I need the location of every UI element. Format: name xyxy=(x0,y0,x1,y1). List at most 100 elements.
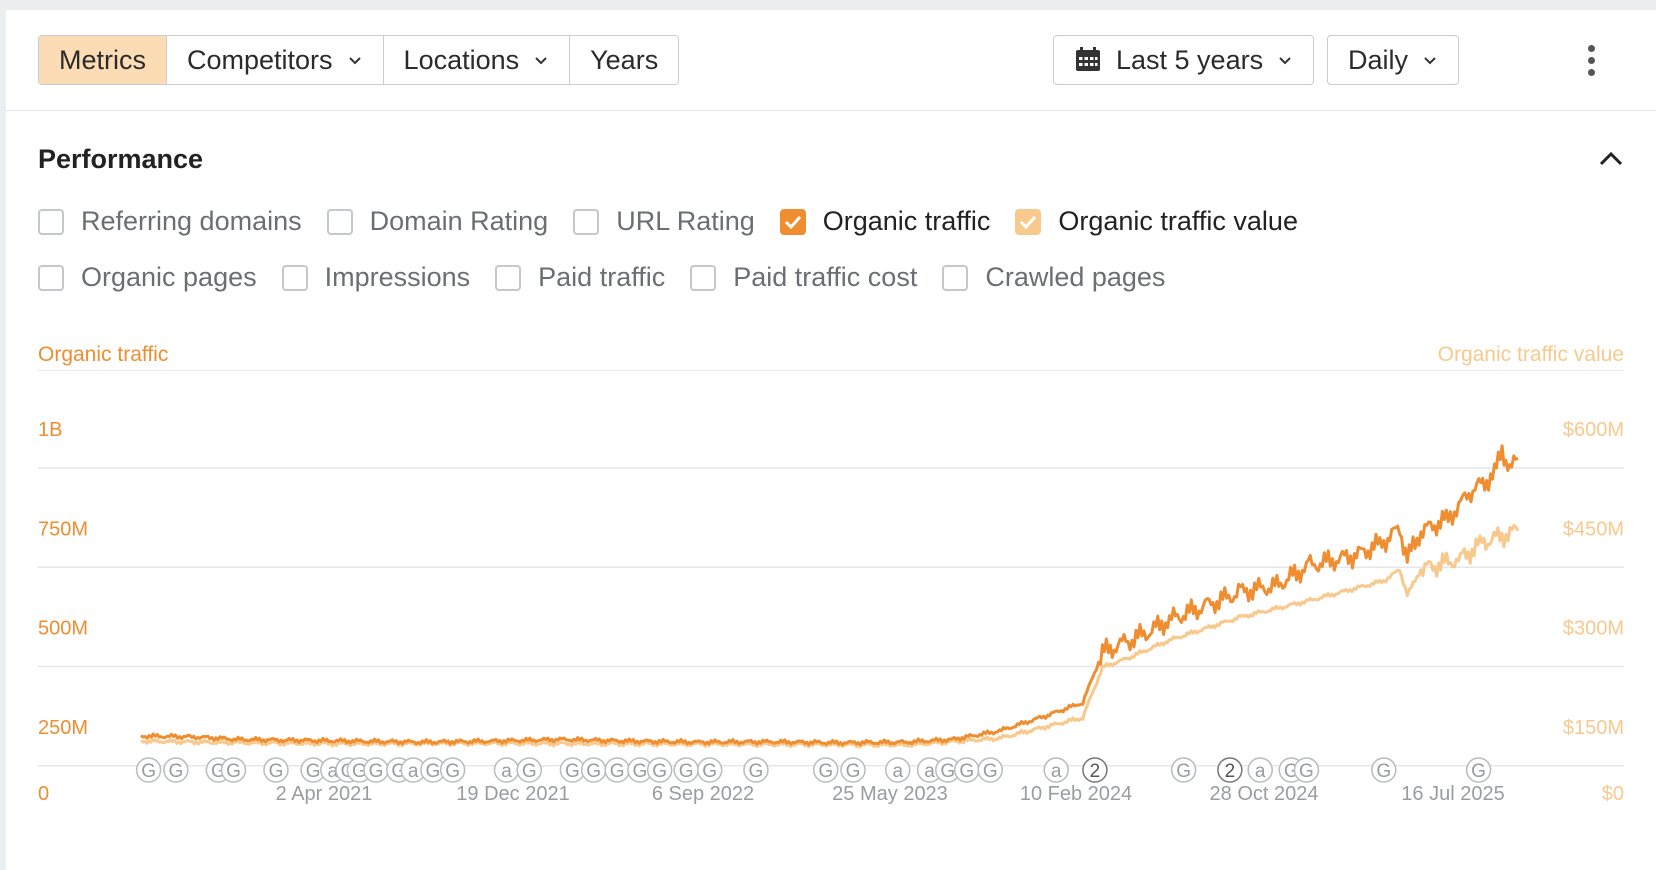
date-range-label: Last 5 years xyxy=(1116,44,1264,75)
checkbox-domain-rating[interactable]: Domain Rating xyxy=(326,206,548,237)
check-icon[interactable] xyxy=(1015,208,1042,235)
tab-competitors[interactable]: Competitors xyxy=(167,36,384,84)
granularity-label: Daily xyxy=(1348,44,1409,75)
tab-metrics-label: Metrics xyxy=(59,44,146,75)
x-tick-label: 2 Apr 2021 xyxy=(276,783,373,805)
granularity-dropdown[interactable]: Daily xyxy=(1327,35,1460,85)
checkbox-referring-domains[interactable]: Referring domains xyxy=(38,206,302,237)
checkbox-box[interactable] xyxy=(38,208,64,235)
date-range-dropdown[interactable]: Last 5 years xyxy=(1053,35,1315,85)
tab-locations[interactable]: Locations xyxy=(383,36,571,84)
annotation-marker xyxy=(1043,757,1069,783)
annotation-marker-label: a xyxy=(1051,761,1062,782)
annotation-marker-label: G xyxy=(702,761,717,782)
annotation-marker-label: G xyxy=(749,761,764,782)
performance-panel: Metrics Competitors Locations Years xyxy=(6,10,1656,870)
checkbox-organic-pages[interactable]: Organic pages xyxy=(38,262,257,293)
right-tick-label: $150M xyxy=(1563,717,1624,739)
annotation-marker xyxy=(163,757,189,783)
toolbar: Metrics Competitors Locations Years xyxy=(6,10,1656,111)
annotation-marker-label: a xyxy=(408,761,419,782)
annotation-marker-label: G xyxy=(168,761,183,782)
annotation-marker xyxy=(884,757,911,783)
right-tick-label: $0 xyxy=(1602,783,1624,805)
annotation-marker-label: G xyxy=(426,761,441,782)
right-axis-title: Organic traffic value xyxy=(1437,343,1624,366)
checkbox-crawled-pages[interactable]: Crawled pages xyxy=(942,262,1165,293)
checkbox-label: Organic traffic value xyxy=(1058,206,1298,236)
annotation-marker-label: G xyxy=(983,761,998,782)
annotation-marker xyxy=(743,757,769,783)
checkbox-label: Crawled pages xyxy=(985,262,1166,292)
check-icon[interactable] xyxy=(779,208,806,235)
tab-locations-label: Locations xyxy=(403,44,520,75)
annotation-marker-label: G xyxy=(269,761,284,782)
annotation-marker-label: G xyxy=(1299,761,1314,782)
calendar-icon xyxy=(1074,46,1102,74)
annotation-marker-label: 2 xyxy=(1090,761,1101,782)
checkbox-impressions[interactable]: Impressions xyxy=(281,262,470,293)
annotation-marker-label: G xyxy=(565,761,580,782)
annotation-marker xyxy=(1371,757,1397,783)
right-tick-label: $450M xyxy=(1563,518,1624,540)
annotation-marker-label: G xyxy=(652,761,667,782)
annotation-marker-label: G xyxy=(940,761,955,782)
annotation-marker-label: G xyxy=(306,761,321,782)
annotation-marker xyxy=(1247,757,1273,783)
tab-years-label: Years xyxy=(590,44,659,75)
chevron-down-icon xyxy=(1277,52,1293,68)
annotation-marker-label: G xyxy=(610,761,625,782)
left-tick-label: 500M xyxy=(38,618,88,640)
checkbox-paid-traffic-cost[interactable]: Paid traffic cost xyxy=(690,262,917,293)
annotation-marker-label: G xyxy=(1471,761,1486,782)
tab-metrics[interactable]: Metrics xyxy=(39,36,167,84)
more-vertical-icon[interactable] xyxy=(1576,42,1606,78)
annotation-marker-label: a xyxy=(328,761,339,782)
annotation-marker xyxy=(439,757,466,783)
checkbox-label: URL Rating xyxy=(616,206,755,236)
annotation-marker-label: G xyxy=(522,761,537,782)
chevron-up-icon[interactable] xyxy=(1596,146,1626,172)
checkbox-box[interactable] xyxy=(281,264,308,291)
metric-checkboxes-row-2: Organic pages Impressions Paid traffic P… xyxy=(38,262,1190,293)
chevron-down-icon xyxy=(533,52,549,68)
annotation-marker-label: G xyxy=(846,761,861,782)
x-tick-label: 10 Feb 2024 xyxy=(1020,783,1132,805)
annotation-marker-label: G xyxy=(818,761,833,782)
checkbox-url-rating[interactable]: URL Rating xyxy=(573,206,755,237)
checkbox-label: Organic traffic xyxy=(822,206,991,236)
annotation-marker-label: G xyxy=(141,761,156,782)
x-tick-label: 16 Jul 2025 xyxy=(1401,783,1504,805)
checkbox-organic-traffic-value[interactable]: Organic traffic value xyxy=(1015,206,1298,237)
tab-years[interactable]: Years xyxy=(570,36,679,84)
annotation-marker-label: a xyxy=(892,761,903,782)
annotation-marker xyxy=(646,757,673,783)
annotation-marker xyxy=(135,757,162,783)
checkbox-paid-traffic[interactable]: Paid traffic xyxy=(495,262,665,293)
annotation-marker xyxy=(812,757,839,783)
x-tick-label: 25 May 2023 xyxy=(832,783,948,805)
annotation-marker-label: G xyxy=(226,761,241,782)
right-tick-label: $600M xyxy=(1563,419,1624,441)
section-title: Performance xyxy=(38,144,204,174)
annotation-marker xyxy=(220,757,247,783)
annotation-marker xyxy=(1293,757,1320,783)
annotation-marker-label: 2 xyxy=(1225,761,1236,782)
checkbox-box[interactable] xyxy=(573,208,600,235)
metric-checkboxes-row-1: Referring domains Domain Rating URL Rati… xyxy=(38,206,1323,237)
checkbox-box[interactable] xyxy=(942,264,969,291)
left-axis-title: Organic traffic xyxy=(38,343,169,366)
annotation-marker-label: G xyxy=(959,761,974,782)
annotation-marker-label: G xyxy=(679,761,694,782)
chevron-down-icon xyxy=(347,52,363,68)
checkbox-box[interactable] xyxy=(326,208,353,235)
checkbox-box[interactable] xyxy=(495,264,522,291)
checkbox-box[interactable] xyxy=(690,264,717,291)
checkbox-organic-traffic[interactable]: Organic traffic xyxy=(779,206,991,237)
annotation-marker-label: a xyxy=(924,761,935,782)
annotation-marker xyxy=(1217,757,1243,783)
annotation-marker-label: G xyxy=(1376,761,1391,782)
performance-chart[interactable]: 0 250M 500M 750M 1B $0 $150M $300M $450M $600M 2 A… xyxy=(6,370,1656,870)
annotation-marker xyxy=(263,757,289,783)
checkbox-box[interactable] xyxy=(38,264,64,291)
